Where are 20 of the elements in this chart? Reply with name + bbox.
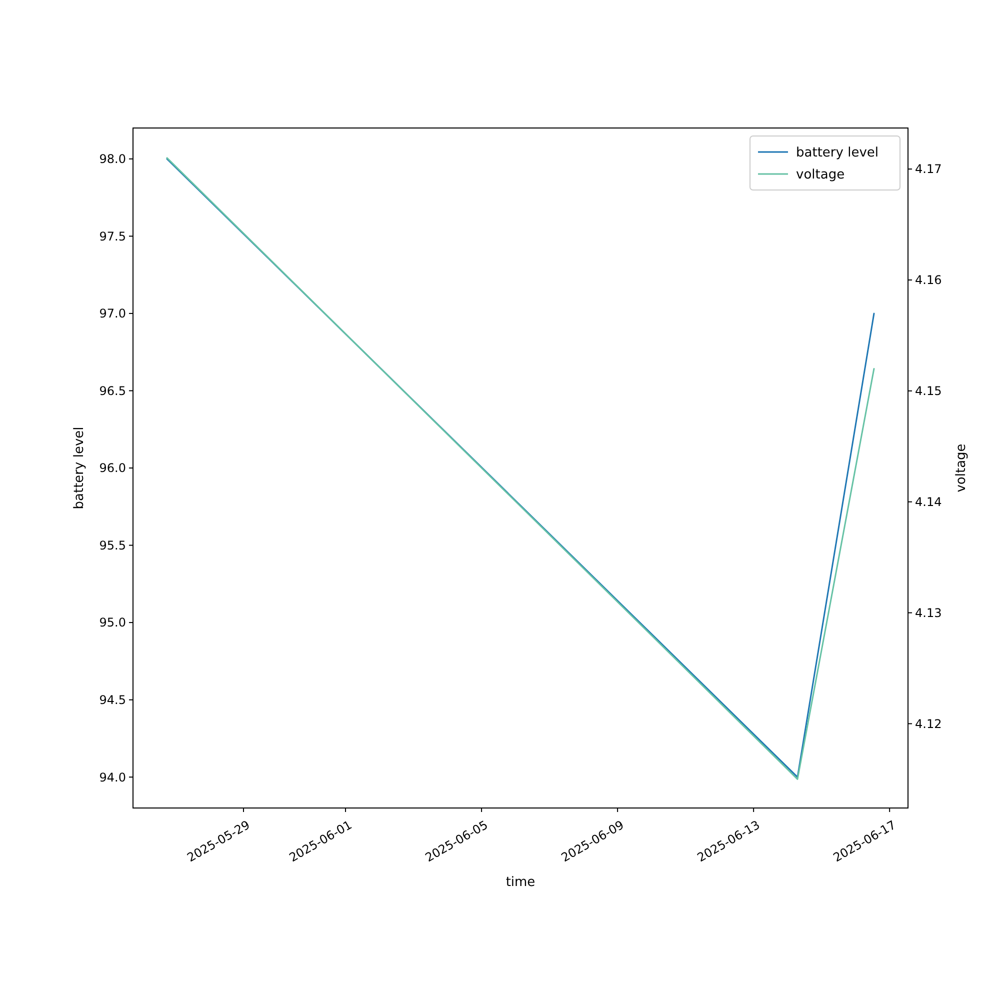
y-tick-label: 97.0: [99, 306, 126, 321]
y-tick-label: 94.0: [99, 770, 126, 784]
y-tick-label: 94.5: [99, 693, 126, 708]
y2-tick-label: 4.14: [915, 495, 942, 510]
y2-tick-label: 4.17: [915, 162, 942, 176]
y2-tick-label: 4.15: [915, 384, 942, 398]
legend-label: voltage: [796, 168, 845, 183]
y2-tick-label: 4.13: [915, 606, 942, 620]
y-tick-label: 96.5: [99, 384, 126, 398]
y2-tick-label: 4.16: [915, 273, 942, 288]
legend-label: battery level: [796, 146, 878, 161]
y-axis-title: battery level: [72, 426, 87, 510]
y-tick-label: 98.0: [99, 152, 126, 166]
y2-axis-title: voltage: [954, 444, 969, 492]
x-axis-title: time: [506, 875, 536, 890]
y2-tick-label: 4.12: [915, 716, 942, 731]
y-tick-label: 96.0: [99, 461, 126, 476]
y-tick-label: 97.5: [99, 229, 126, 244]
y-tick-label: 95.5: [99, 538, 126, 552]
y-tick-label: 95.0: [99, 616, 126, 630]
